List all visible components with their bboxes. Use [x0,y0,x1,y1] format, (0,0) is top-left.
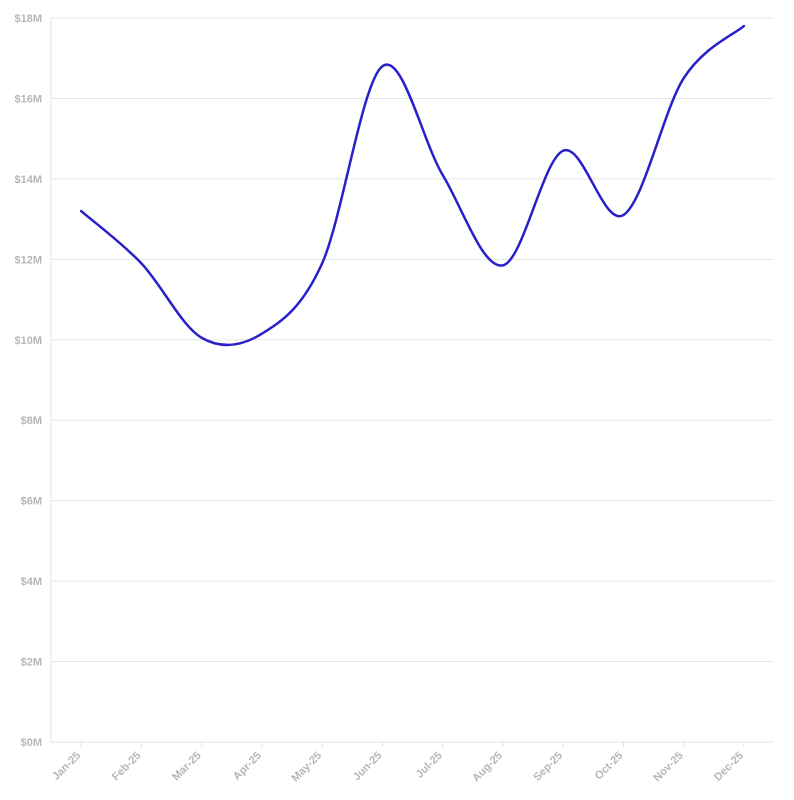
y-tick-label: $16M [14,93,42,105]
series-line [79,24,746,347]
x-tick-label: Apr-25 [231,750,264,783]
x-tick-label: Jan-25 [50,750,83,783]
x-tick-label: Jun-25 [351,750,385,784]
series-lines [79,24,746,347]
x-tick-label: Aug-25 [470,750,505,785]
y-tick-label: $6M [21,496,42,508]
y-tick-label: $10M [14,335,42,347]
x-tick-label: Feb-25 [110,750,144,784]
y-tick-label: $12M [14,254,42,266]
x-tick-label: Jul-25 [414,750,445,781]
y-tick-label: $14M [14,174,42,186]
axes [50,18,774,743]
x-tick-label: Nov-25 [651,750,685,784]
y-tick-label: $2M [21,657,42,669]
x-tick-label: Oct-25 [593,750,626,783]
gridlines [51,17,774,663]
y-tick-label: $18M [14,13,42,25]
y-axis-ticks: $0M $2M $4M $6M $8M $10M $12M $14M $16M $18M [14,13,42,749]
x-axis-ticks: Jan-25 Feb-25 Mar-25 Apr-25 May-25 Jun-25 Jul-… [50,742,746,784]
y-tick-label: $4M [21,576,42,588]
y-tick-label: $8M [21,415,42,427]
x-tick-label: Mar-25 [170,750,204,784]
y-tick-label: $0M [21,737,42,749]
x-tick-label: Sep-25 [531,750,565,784]
x-tick-label: May-25 [289,750,324,785]
x-tick-label: Dec-25 [712,750,746,784]
